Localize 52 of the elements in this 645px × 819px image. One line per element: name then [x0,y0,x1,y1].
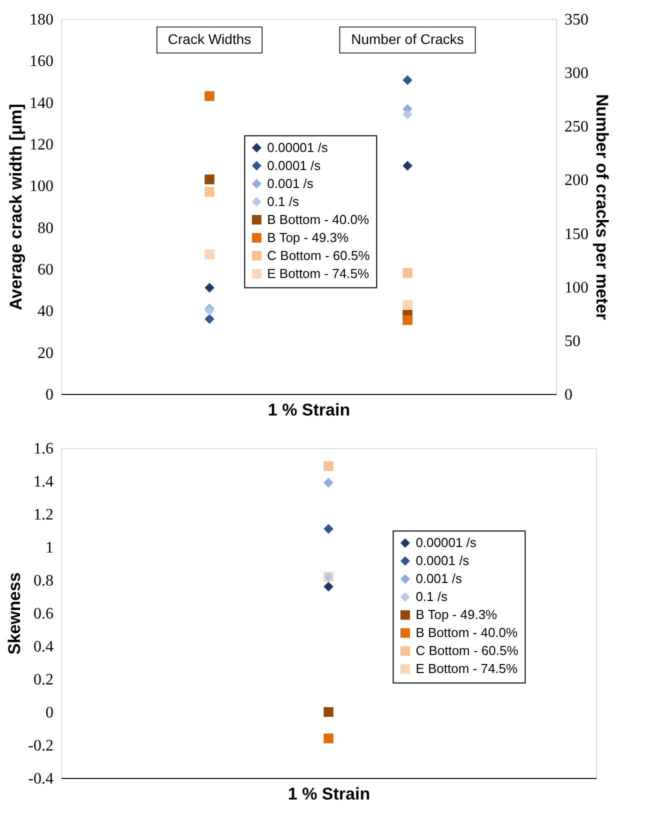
legend-label: E Bottom - 74.5% [267,266,370,281]
y-tick-label: -0.2 [28,738,54,754]
y-tick-label: 180 [30,12,54,28]
y-tick-label: 140 [30,94,54,112]
y2-tick-label: 250 [564,118,588,136]
legend-label: 0.1 /s [267,194,300,209]
y2-axis-title: Number of cracks per meter [592,94,612,320]
legend-label: 0.001 /s [267,176,314,191]
y-tick-label: 160 [30,53,54,70]
y-tick-label: -0.4 [28,770,54,788]
y-tick-label: 1.2 [34,506,54,524]
legend-label: 0.00001 /s [416,535,477,550]
y-tick-label: 40 [38,303,54,320]
legend-label: E Bottom - 74.5% [416,661,518,676]
legend-label: C Bottom - 60.5% [267,248,370,263]
y-tick-label: 20 [38,344,54,362]
y2-tick-label: 350 [564,12,588,28]
y-tick-label: 0.6 [34,606,54,622]
y-tick-label: 120 [30,136,54,154]
y-tick-label: 0 [46,704,54,722]
y2-tick-label: 200 [564,172,588,190]
y-tick-label: 60 [38,262,54,278]
x-axis-title: 1 % Strain [268,400,350,420]
y-tick-label: 100 [30,178,54,196]
y-tick-label: 1.6 [34,440,54,458]
y2-tick-label: 0 [564,386,572,404]
legend-label: B Top - 49.3% [416,607,498,622]
legend-label: 0.00001 /s [267,140,328,155]
y-tick-label: 1.4 [34,474,54,490]
y-axis-title: Skewness [5,572,24,655]
legend-label: B Top - 49.3% [267,230,350,245]
y2-tick-label: 150 [564,226,588,243]
legend-label: 0.0001 /s [416,553,470,568]
y2-tick-label: 100 [564,279,588,296]
y-tick-label: 0.8 [34,572,54,590]
y-tick-label: 80 [38,220,54,237]
y2-tick-label: 50 [564,332,580,350]
annotation: Crack Widths [168,31,252,47]
legend-label: 0.0001 /s [267,158,322,173]
y-tick-label: 0.4 [34,638,54,656]
legend-label: B Bottom - 40.0% [267,212,370,227]
y-tick-label: 1 [46,540,54,556]
legend-label: 0.1 /s [416,589,448,604]
y-tick-label: 0 [46,386,54,404]
y2-tick-label: 300 [564,65,588,82]
x-axis-title: 1 % Strain [288,784,370,804]
legend-label: B Bottom - 40.0% [416,625,518,640]
annotation: Number of Cracks [351,31,464,47]
legend-label: C Bottom - 60.5% [416,643,519,658]
y-tick-label: 0.2 [34,672,54,688]
legend-label: 0.001 /s [416,571,462,586]
y-axis-title: Average crack width [μm] [6,104,26,310]
